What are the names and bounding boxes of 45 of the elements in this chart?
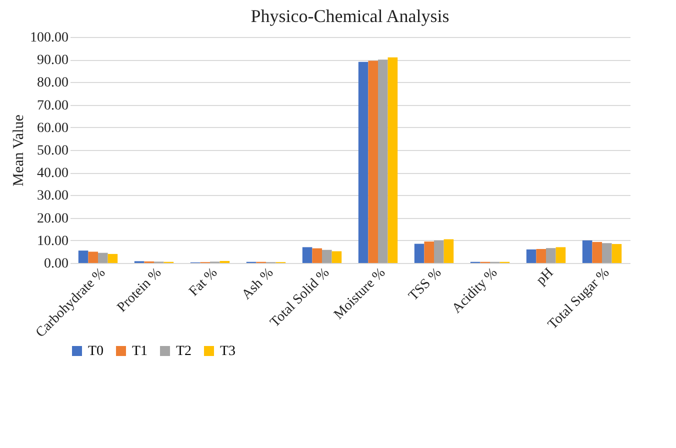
bar [368,60,378,263]
bar [322,250,332,263]
legend-label: T1 [132,344,148,359]
bar [312,248,322,263]
bar [592,242,602,263]
legend-label: T0 [88,344,104,359]
y-tick-label: 70.00 [37,98,68,114]
y-tick-label: 0.00 [44,256,68,272]
y-tick-label: 60.00 [37,120,68,136]
bar [332,251,342,263]
x-tick-label: pH [534,266,557,288]
y-tick-label: 40.00 [37,166,68,182]
bar [602,243,612,263]
bar [444,239,454,263]
y-tick-label: 80.00 [37,76,68,91]
bar [526,249,536,263]
bar [556,247,566,263]
bar [546,248,556,263]
bar [88,252,98,263]
chart-title: Physico-Chemical Analysis [250,6,450,26]
y-tick-label: 50.00 [37,144,68,158]
bar [434,240,444,263]
bar [98,252,108,263]
bar [78,250,88,263]
bar [302,247,312,263]
legend-label: T3 [220,344,236,359]
y-tick-label: 90.00 [37,53,68,68]
y-tick-label: 10.00 [37,234,68,249]
x-tick-label: TSS % [406,265,445,304]
bar [378,60,388,263]
bar [388,57,398,263]
y-axis-title: Mean Value [11,114,27,186]
bar [358,62,368,263]
bar [612,244,622,263]
y-tick-label: 30.00 [37,188,68,204]
bar [536,248,546,263]
bar [582,240,592,263]
y-tick-label: 20.00 [37,211,68,226]
y-tick-label: 100.00 [30,30,68,46]
x-tick-label: Fat % [186,265,221,300]
bar [424,242,434,263]
legend-label: T2 [176,344,192,359]
bar [108,254,118,263]
bar [414,244,424,263]
x-tick-label: Ash % [239,265,277,303]
